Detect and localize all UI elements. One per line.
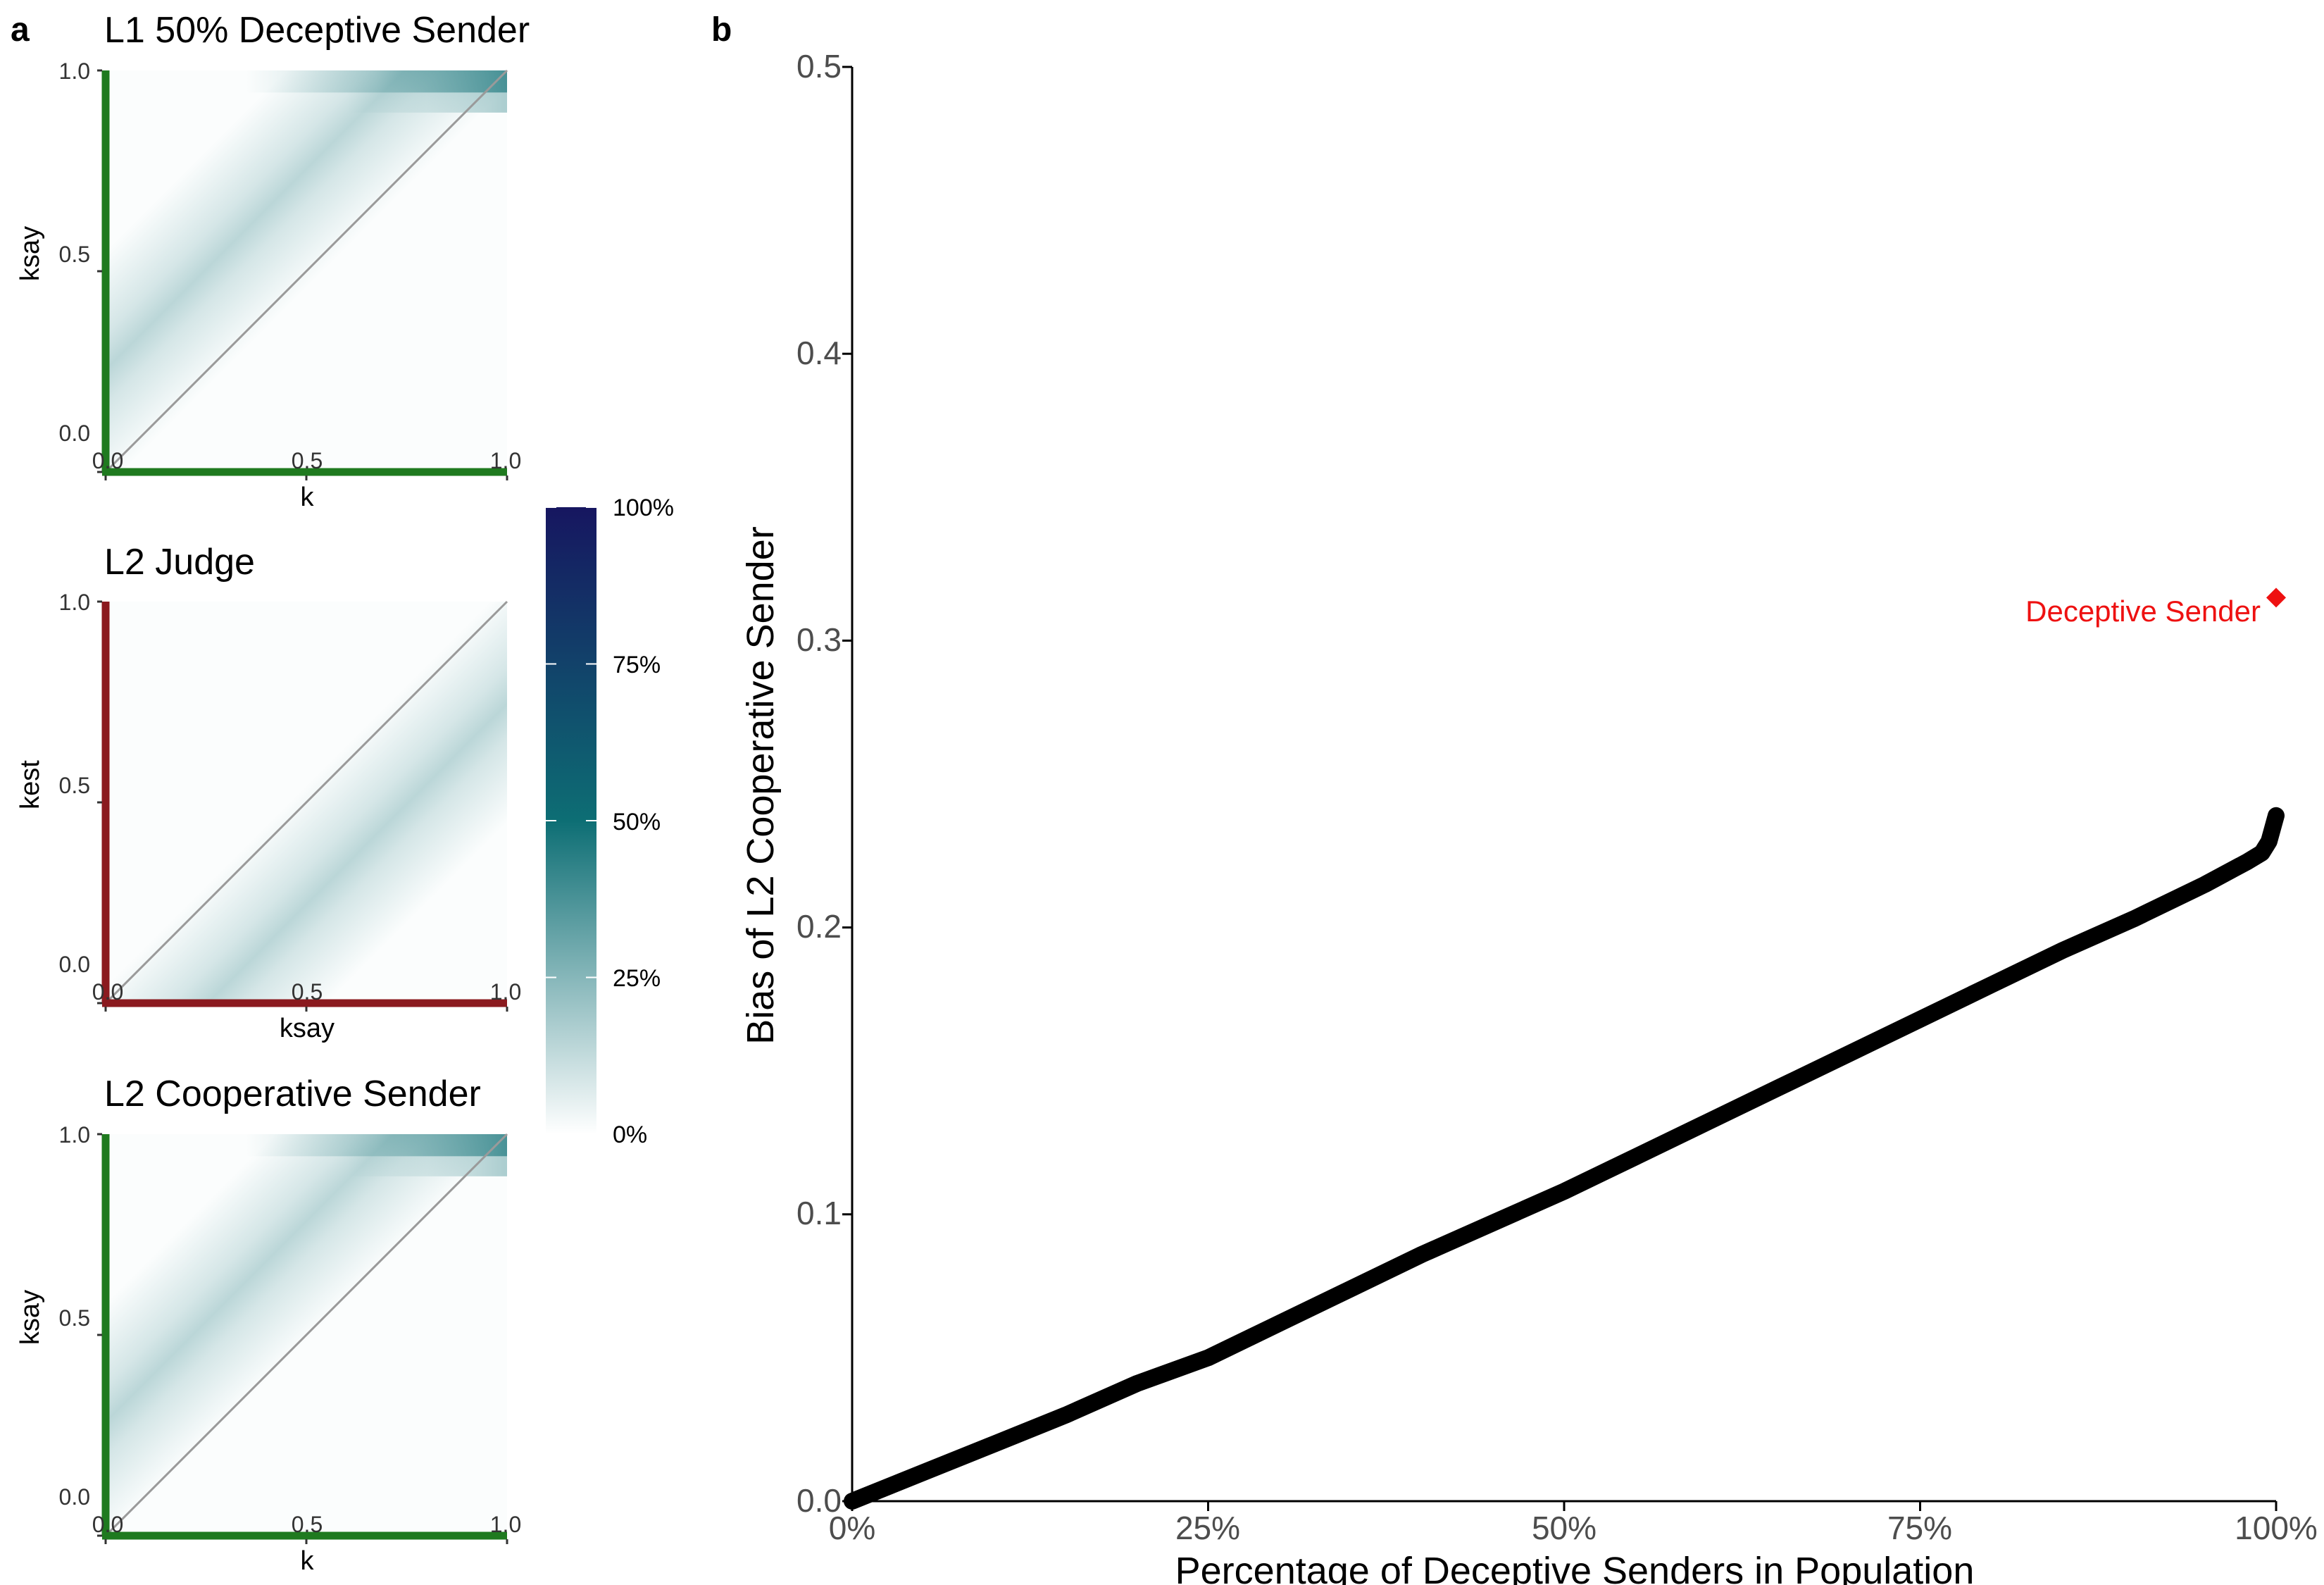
heatmap-3-ytick-0: 0.0 (59, 1484, 90, 1510)
heatmap-2-ytick-0: 0.0 (59, 952, 90, 977)
heatmap-3-ytick-1: 1.0 (59, 1122, 90, 1148)
heatmap-3-xlabel: k (301, 1546, 315, 1576)
heatmap-2-ytick-1: 1.0 (59, 590, 90, 615)
line-ytick-03: 0.3 (796, 621, 842, 658)
line-xtick-50: 50% (1532, 1510, 1597, 1546)
line-chart-xlabel: Percentage of Deceptive Senders in Popul… (1175, 1550, 1975, 1585)
heatmap-2-xtick-1: 1.0 (490, 979, 521, 1005)
heatmap-1-xtick-05: 0.5 (292, 448, 323, 473)
heatmap-1-ridge (106, 70, 507, 472)
heatmap-3-ylabel: ksay (15, 1290, 45, 1345)
colorbar-label-100: 100% (613, 495, 674, 521)
heatmap-1-xtick-0: 0.0 (92, 448, 123, 473)
heatmap-1-ytick-1: 1.0 (59, 58, 90, 84)
heatmap-1-ylabel: ksay (15, 226, 45, 281)
line-xtick-100: 100% (2235, 1510, 2318, 1546)
heatmap-1-xtick-1: 1.0 (490, 448, 521, 473)
colorbar-ticks (546, 506, 596, 1135)
line-ytick-04: 0.4 (796, 335, 842, 371)
colorbar: 100% 75% 50% 25% 0% (546, 495, 674, 1148)
heatmap-2-plot (97, 600, 508, 1012)
line-chart-panel-b: 0.5 0.4 0.3 0.2 0.1 0.0 0% 25% 50% 75% 1… (739, 48, 2318, 1585)
heatmap-2-xlabel: ksay (280, 1014, 335, 1043)
panel-a-letter: a (11, 11, 30, 49)
line-ytick-00: 0.0 (796, 1482, 842, 1519)
colorbar-label-50: 50% (613, 809, 661, 835)
heatmap-2-xtick-05: 0.5 (292, 979, 323, 1005)
heatmap-1-xlabel: k (301, 483, 315, 512)
colorbar-label-25: 25% (613, 965, 661, 992)
heatmap-2-ytick-05: 0.5 (59, 773, 90, 798)
line-chart-ticks (842, 66, 2278, 1511)
line-xtick-25: 25% (1175, 1510, 1240, 1546)
heatmap-3-ridge (106, 1134, 507, 1536)
heatmap-1-identity-line (104, 69, 508, 473)
heatmap-1-title: L1 50% Deceptive Sender (104, 10, 530, 51)
heatmap-2-identity-line (104, 600, 508, 1005)
panel-b-letter: b (711, 11, 732, 49)
heatmap-3-hotspot (246, 1134, 507, 1157)
heatmap-3-identity-line (104, 1133, 508, 1537)
line-chart-series (844, 807, 2285, 1510)
heatmap-2-contents (106, 602, 507, 1003)
heatmap-1-hotspot (246, 70, 507, 93)
line-ytick-02: 0.2 (796, 908, 842, 945)
heatmap-2-title: L2 Judge (104, 542, 255, 583)
bias-curve (844, 807, 2285, 1510)
deceptive-sender-point-group (2266, 588, 2286, 608)
heatmap-1-plot (97, 69, 508, 480)
colorbar-label-75: 75% (613, 652, 661, 678)
heatmap-3-xtick-05: 0.5 (292, 1512, 323, 1537)
line-chart-ylabel: Bias of L2 Cooperative Sender (739, 526, 782, 1044)
deceptive-sender-point (2266, 588, 2286, 608)
heatmap-panel-l2-judge: L2 Judge 1.0 0.5 0.0 0.0 0.5 1.0 ksay ke… (15, 542, 521, 1043)
line-xtick-0: 0% (829, 1510, 875, 1546)
heatmap-1-ytick-0: 0.0 (59, 421, 90, 446)
line-xtick-75: 75% (1887, 1510, 1952, 1546)
heatmap-2-ridge (106, 602, 507, 1003)
heatmap-3-title: L2 Cooperative Sender (104, 1074, 481, 1114)
heatmap-2-xtick-0: 0.0 (92, 979, 123, 1005)
colorbar-label-0: 0% (613, 1121, 647, 1148)
deceptive-sender-label: Deceptive Sender (2025, 595, 2261, 628)
heatmap-panel-l2-cooperative-sender: L2 Cooperative Sender 1.0 0.5 0.0 0.0 0.… (15, 1074, 521, 1576)
heatmap-panel-l1-deceptive-sender: L1 50% Deceptive Sender 1.0 0.5 0.0 0.0 … (15, 10, 530, 512)
heatmap-3-ytick-05: 0.5 (59, 1305, 90, 1331)
line-ytick-01: 0.1 (796, 1195, 842, 1231)
heatmap-1-contents (106, 70, 507, 472)
heatmap-2-ylabel: kest (15, 760, 45, 809)
heatmap-1-ytick-05: 0.5 (59, 242, 90, 267)
heatmap-3-xtick-0: 0.0 (92, 1512, 123, 1537)
heatmap-3-plot (97, 1133, 508, 1544)
heatmap-3-xtick-1: 1.0 (490, 1512, 521, 1537)
line-ytick-05: 0.5 (796, 48, 842, 85)
